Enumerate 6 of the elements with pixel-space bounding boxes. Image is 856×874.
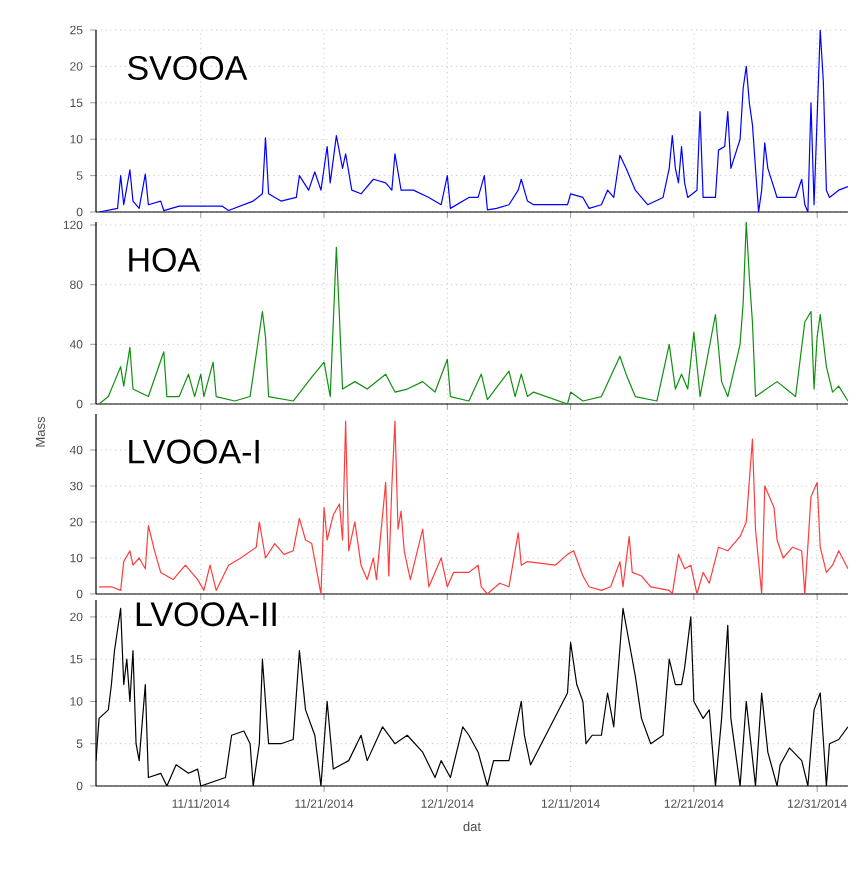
text: HOA <box>129 247 201 272</box>
line-series <box>98 420 848 594</box>
series-label: LVOOA-I <box>129 439 259 464</box>
series-label: SVOOA <box>128 55 248 80</box>
series-label: LVOOA-II <box>136 602 276 627</box>
line-series <box>98 222 848 404</box>
